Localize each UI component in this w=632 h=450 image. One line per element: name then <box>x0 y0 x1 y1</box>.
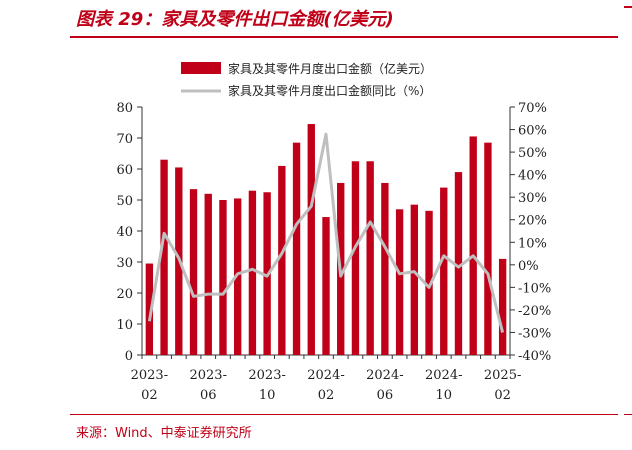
right-tick-label: 30% <box>518 191 547 206</box>
right-tick-label: -40% <box>518 349 551 364</box>
legend: 家具及其零件月度出口金额（亿美元） 家具及其零件月度出口金额同比（%） <box>181 61 432 98</box>
right-tick-label: 10% <box>518 236 547 251</box>
bar <box>440 187 448 355</box>
right-tick-label: -10% <box>518 281 551 296</box>
legend-line-label: 家具及其零件月度出口金额同比（%） <box>228 83 431 98</box>
right-tick-label: 40% <box>518 169 547 184</box>
x-tick-label-month: 06 <box>377 388 394 403</box>
bar <box>234 198 242 355</box>
bar <box>307 124 315 355</box>
source-note: 来源：Wind、中泰证券研究所 <box>76 426 252 441</box>
x-axis-labels: 2023- 02 2023- 06 2023- 10 2024- 02 2024- 06 2024-… <box>131 368 522 403</box>
left-tick-label: 30 <box>116 256 133 271</box>
left-tick-label: 20 <box>116 287 133 302</box>
right-tick-label: 20% <box>518 214 547 229</box>
right-tick-label: -20% <box>518 304 551 319</box>
x-tick-label-year: 2024- <box>307 368 344 383</box>
bar <box>160 159 168 355</box>
bar <box>322 217 330 355</box>
x-tick-label-year: 2023- <box>131 368 168 383</box>
axes: 0 10 20 30 40 50 60 70 80 -40% -30% -20% -10% 0% 10% 20… <box>116 101 551 364</box>
bar <box>425 210 433 355</box>
x-tick-label-month: 02 <box>494 388 511 403</box>
bar <box>381 182 389 355</box>
bar <box>248 190 257 355</box>
bar <box>498 258 507 355</box>
bar <box>219 200 227 355</box>
bar <box>351 161 360 355</box>
left-tick-label: 70 <box>116 132 133 147</box>
source-divider <box>70 414 618 415</box>
right-tick-label: 50% <box>518 146 547 161</box>
x-tick-label-year: 2024- <box>425 368 462 383</box>
yoy-line <box>147 132 505 333</box>
bar <box>410 204 418 355</box>
x-tick-label-month: 02 <box>318 388 335 403</box>
title-divider <box>70 36 618 38</box>
right-tick-label: 70% <box>518 101 547 116</box>
x-tick-label-month: 06 <box>200 388 217 403</box>
legend-bar-swatch <box>181 62 221 74</box>
left-tick-label: 10 <box>116 318 133 333</box>
right-tick-label: 60% <box>518 124 547 139</box>
bar-series <box>145 124 507 355</box>
chart: 家具及其零件月度出口金额（亿美元） 家具及其零件月度出口金额同比（%） 0102… <box>116 61 551 403</box>
bar <box>189 189 198 355</box>
left-tick-label: 50 <box>116 194 133 209</box>
x-tick-label-year: 2025- <box>484 368 521 383</box>
right-tick-label: 0% <box>518 259 539 274</box>
x-tick-label-month: 10 <box>435 388 452 403</box>
bar <box>292 142 301 355</box>
x-tick-label-month: 10 <box>259 388 276 403</box>
right-tick-label: -30% <box>518 326 551 341</box>
line-series <box>147 132 505 333</box>
bar <box>278 165 286 355</box>
left-tick-label: 60 <box>116 163 133 178</box>
adjacent-figure-edge <box>624 6 632 8</box>
left-tick-label: 0 <box>125 349 133 364</box>
x-tick-label-month: 02 <box>141 388 158 403</box>
bar <box>145 263 154 355</box>
x-tick-label-year: 2024- <box>366 368 403 383</box>
left-tick-label: 40 <box>116 225 133 240</box>
bar <box>366 161 374 355</box>
bar <box>454 172 463 355</box>
adjacent-figure-edge-bottom <box>624 414 632 415</box>
bar <box>484 142 492 355</box>
legend-bar-label: 家具及其零件月度出口金额（亿美元） <box>228 61 432 76</box>
bar <box>204 193 212 355</box>
x-tick-label-year: 2023- <box>248 368 285 383</box>
x-tick-label-year: 2023- <box>189 368 226 383</box>
left-tick-label: 80 <box>116 101 133 116</box>
figure-title: 图表 29：家具及零件出口金额(亿美元) <box>76 9 394 30</box>
bar <box>469 136 477 355</box>
bar <box>395 209 404 355</box>
